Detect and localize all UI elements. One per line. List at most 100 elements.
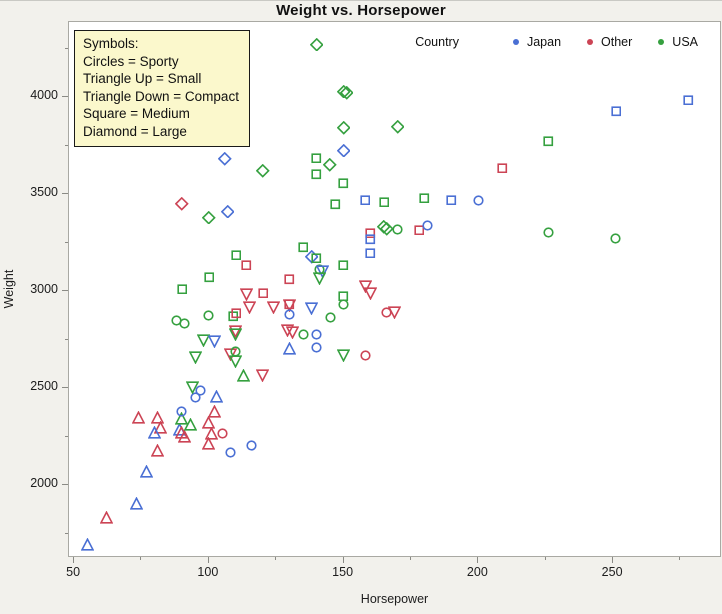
data-point-medium-usa[interactable] xyxy=(330,199,341,210)
data-point-small-usa[interactable] xyxy=(175,411,189,425)
data-point-medium-usa[interactable] xyxy=(311,253,322,264)
data-point-sporty-usa[interactable] xyxy=(298,329,309,340)
data-point-small-other[interactable] xyxy=(178,430,192,443)
data-point-small-japan[interactable] xyxy=(140,464,154,478)
legend-item-usa[interactable]: USA xyxy=(658,35,698,49)
data-point-sporty-usa[interactable] xyxy=(203,310,214,321)
data-point-large-japan[interactable] xyxy=(220,204,235,219)
data-point-compact-japan[interactable] xyxy=(304,302,318,316)
data-point-medium-japan[interactable] xyxy=(360,195,371,206)
data-point-large-usa[interactable] xyxy=(202,210,216,225)
data-point-small-japan[interactable] xyxy=(148,426,162,439)
data-point-compact-other[interactable] xyxy=(283,299,297,313)
data-point-compact-other[interactable] xyxy=(256,369,270,382)
data-point-large-usa[interactable] xyxy=(379,222,394,236)
data-point-large-usa[interactable] xyxy=(256,164,270,178)
data-point-medium-usa[interactable] xyxy=(228,311,239,322)
data-point-sporty-usa[interactable] xyxy=(338,299,349,310)
data-point-medium-usa[interactable] xyxy=(379,196,390,208)
data-point-medium-japan[interactable] xyxy=(610,106,622,117)
data-point-medium-usa[interactable] xyxy=(177,284,188,295)
data-point-large-japan[interactable] xyxy=(218,152,232,166)
data-point-medium-other[interactable] xyxy=(497,163,508,174)
data-point-compact-usa[interactable] xyxy=(186,380,200,394)
data-point-sporty-usa[interactable] xyxy=(325,312,336,323)
data-point-small-other[interactable] xyxy=(151,410,165,424)
data-point-compact-other[interactable] xyxy=(285,326,299,340)
data-point-sporty-other[interactable] xyxy=(217,428,228,439)
data-point-large-japan[interactable] xyxy=(336,143,351,158)
data-point-compact-other[interactable] xyxy=(229,325,243,339)
data-point-medium-usa[interactable] xyxy=(543,136,554,147)
data-point-small-japan[interactable] xyxy=(81,537,95,551)
data-point-compact-usa[interactable] xyxy=(196,334,210,348)
data-point-sporty-usa[interactable] xyxy=(392,224,403,236)
data-point-compact-japan[interactable] xyxy=(315,265,329,279)
data-point-small-other[interactable] xyxy=(132,410,146,424)
plot-area[interactable]: Symbols: Circles = Sporty Triangle Up = … xyxy=(68,21,721,557)
data-point-large-japan[interactable] xyxy=(304,250,319,264)
data-point-large-usa[interactable] xyxy=(390,120,405,134)
data-point-medium-usa[interactable] xyxy=(311,153,322,164)
data-point-small-other[interactable] xyxy=(153,421,167,434)
data-point-medium-other[interactable] xyxy=(284,274,295,285)
data-point-sporty-other[interactable] xyxy=(381,307,392,318)
data-point-medium-japan[interactable] xyxy=(365,234,376,245)
data-point-large-usa[interactable] xyxy=(323,158,337,172)
data-point-medium-other[interactable] xyxy=(414,225,425,236)
data-point-sporty-japan[interactable] xyxy=(311,342,322,353)
data-point-sporty-japan[interactable] xyxy=(195,385,206,397)
data-point-sporty-japan[interactable] xyxy=(246,440,258,451)
data-point-compact-japan[interactable] xyxy=(207,335,221,348)
data-point-small-usa[interactable] xyxy=(183,418,197,432)
data-point-small-other[interactable] xyxy=(202,416,216,430)
data-point-compact-other[interactable] xyxy=(358,280,372,293)
data-point-sporty-other[interactable] xyxy=(360,349,371,361)
data-point-medium-other[interactable] xyxy=(241,260,252,271)
data-point-compact-other[interactable] xyxy=(280,324,294,338)
data-point-large-usa[interactable] xyxy=(336,121,351,135)
data-point-medium-usa[interactable] xyxy=(338,178,349,189)
legend-item-japan[interactable]: Japan xyxy=(512,35,561,49)
data-point-medium-other[interactable] xyxy=(230,308,242,319)
data-point-medium-usa[interactable] xyxy=(338,260,349,271)
data-point-compact-other[interactable] xyxy=(364,286,378,300)
data-point-sporty-japan[interactable] xyxy=(225,446,236,458)
data-point-small-other[interactable] xyxy=(151,443,165,457)
data-point-sporty-japan[interactable] xyxy=(284,309,295,320)
data-point-medium-japan[interactable] xyxy=(683,95,694,106)
data-point-sporty-japan[interactable] xyxy=(311,329,322,340)
data-point-small-japan[interactable] xyxy=(129,496,143,510)
data-point-medium-other[interactable] xyxy=(365,228,376,239)
data-point-compact-usa[interactable] xyxy=(229,328,243,342)
data-point-sporty-japan[interactable] xyxy=(176,406,188,417)
data-point-sporty-usa[interactable] xyxy=(230,346,241,357)
data-point-small-other[interactable] xyxy=(202,436,216,450)
data-point-small-japan[interactable] xyxy=(172,423,186,436)
data-point-sporty-japan[interactable] xyxy=(473,195,484,206)
data-point-medium-usa[interactable] xyxy=(419,193,430,204)
data-point-small-other[interactable] xyxy=(205,427,219,440)
data-point-medium-usa[interactable] xyxy=(204,272,215,283)
data-point-compact-usa[interactable] xyxy=(188,350,202,364)
data-point-medium-japan[interactable] xyxy=(365,248,376,259)
data-point-small-usa[interactable] xyxy=(237,368,251,382)
data-point-large-other[interactable] xyxy=(175,197,189,211)
data-point-medium-usa[interactable] xyxy=(298,242,309,253)
data-point-medium-usa[interactable] xyxy=(230,250,242,261)
data-point-small-japan[interactable] xyxy=(210,390,224,403)
data-point-medium-other[interactable] xyxy=(257,288,269,299)
data-point-compact-other[interactable] xyxy=(388,306,402,319)
data-point-compact-usa[interactable] xyxy=(229,355,243,369)
data-point-sporty-usa[interactable] xyxy=(543,227,554,238)
data-point-sporty-japan[interactable] xyxy=(422,220,433,231)
data-point-small-other[interactable] xyxy=(207,404,221,418)
data-point-large-usa[interactable] xyxy=(309,37,324,52)
data-point-small-japan[interactable] xyxy=(283,341,297,355)
data-point-compact-usa[interactable] xyxy=(312,272,326,285)
legend-item-other[interactable]: Other xyxy=(587,35,632,49)
data-point-sporty-usa[interactable] xyxy=(314,264,325,275)
data-point-compact-other[interactable] xyxy=(240,288,254,302)
data-point-compact-other[interactable] xyxy=(242,301,256,315)
data-point-compact-other[interactable] xyxy=(267,301,281,315)
